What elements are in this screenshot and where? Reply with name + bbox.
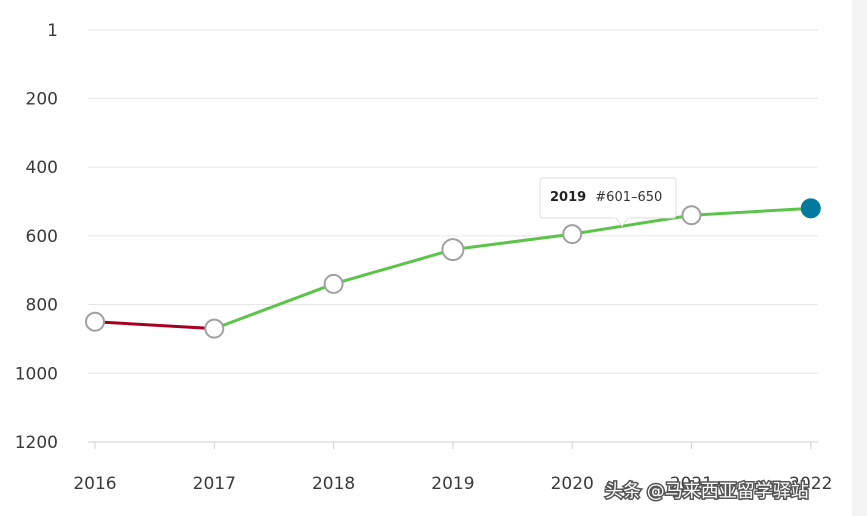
data-point[interactable] — [681, 205, 702, 226]
line-segment — [332, 248, 455, 286]
x-tick-label: 2020 — [551, 474, 594, 494]
tooltip-arrow-mask — [614, 214, 630, 218]
x-tick-label: 2016 — [73, 474, 116, 494]
x-tick-label: 2022 — [789, 474, 832, 494]
y-tick-label: 400 — [26, 158, 58, 178]
y-tick-label: 1200 — [15, 433, 58, 453]
svg-text:2019 #601–650: 2019 #601–650 — [550, 186, 662, 205]
series-points — [85, 198, 821, 339]
data-point[interactable] — [85, 311, 105, 332]
x-tick-label: 2018 — [312, 474, 355, 494]
line-segment — [451, 232, 574, 252]
x-tick-label: 2017 — [193, 474, 236, 494]
data-point[interactable] — [562, 224, 583, 245]
line-segment — [93, 320, 216, 331]
tooltip-value: #601–650 — [595, 190, 662, 205]
data-point[interactable] — [323, 273, 344, 294]
line-segment — [690, 206, 813, 217]
data-point[interactable] — [204, 318, 225, 339]
line-segment — [212, 282, 336, 331]
y-tick-label: 200 — [26, 89, 58, 109]
y-tick-label: 600 — [26, 227, 58, 247]
x-tick-label: 2019 — [431, 474, 474, 494]
tooltip: 2019 #601–650 — [539, 177, 677, 227]
data-point[interactable] — [800, 198, 821, 219]
right-edge-panel — [852, 0, 867, 516]
data-point[interactable] — [441, 238, 465, 262]
tooltip-year: 2019 — [550, 190, 586, 205]
x-axis: 2016 2017 2018 2019 2020 2021 2022 — [73, 442, 832, 494]
y-tick-label: 1000 — [15, 364, 58, 384]
x-tick-label: 2021 — [670, 474, 713, 494]
y-tick-label: 800 — [26, 296, 58, 316]
watermark-text: 头条 @马来西亚留学驿站 — [605, 481, 809, 502]
grid-layer — [88, 29, 818, 443]
tooltip-box — [539, 177, 677, 219]
y-tick-label: 1 — [47, 21, 58, 41]
